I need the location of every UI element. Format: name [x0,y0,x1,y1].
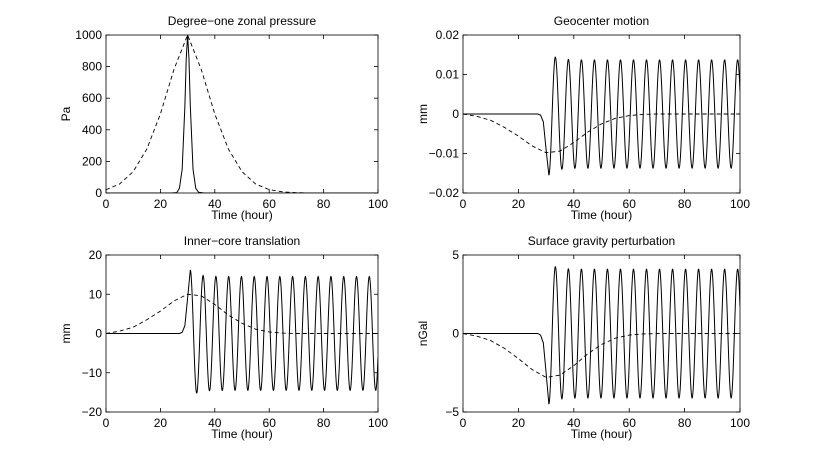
x-tick-label: 80 [678,416,692,430]
y-axis-label: Pa [59,106,73,121]
series-solid-line [106,269,378,394]
x-tick-label: 0 [103,197,110,211]
x-axis-label: Time (hour) [571,427,633,441]
x-tick-label: 100 [368,416,388,430]
subplot-3: 0 20 40 60 80 100 −20 −10 0 10 20 Inner−core transl… [59,234,388,441]
y-tick-label: 10 [89,287,103,301]
subplot-title: Degree−one zonal pressure [168,14,317,28]
y-tick-label: 0 [452,327,459,341]
y-tick-label: 800 [82,60,102,74]
series-solid-line [463,56,740,176]
x-tick-label: 20 [154,197,168,211]
y-axis-label: nGal [416,321,430,346]
y-tick-label: 0.01 [436,68,460,82]
x-axis-label: Time (hour) [571,208,633,222]
series-solid-line [106,35,378,193]
x-tick-label: 60 [623,197,637,211]
x-tick-label: 40 [567,416,581,430]
x-tick-label: 20 [512,197,526,211]
x-tick-label: 20 [154,416,168,430]
y-tick-label: 200 [82,154,102,168]
subplot-2: 0 20 40 60 80 100 −0.02 −0.01 0 0.01 0.02 Geocenter… [416,14,750,222]
axes-frame [105,34,379,194]
x-tick-label: 100 [368,197,388,211]
y-tick-label: −20 [82,405,103,419]
series-dashed-line [106,293,378,334]
subplot-title: Geocenter motion [554,14,649,28]
subplot-title: Inner−core translation [184,234,300,248]
y-tick-label: 0.02 [436,28,460,42]
y-tick-label: 0 [95,186,102,200]
y-tick-label: −0.02 [429,186,460,200]
y-tick-label: 600 [82,91,102,105]
series-dashed-line [106,35,378,193]
x-tick-label: 80 [317,416,331,430]
y-tick-label: 0 [452,107,459,121]
x-tick-label: 20 [512,416,526,430]
series-dashed-line [463,113,740,154]
series-dashed-line [463,333,740,378]
y-tick-label: −0.01 [429,147,460,161]
y-tick-label: 5 [452,248,459,262]
x-tick-label: 80 [678,197,692,211]
series-solid-line [463,266,740,405]
y-tick-label: −5 [445,405,459,419]
x-tick-label: 40 [567,197,581,211]
x-tick-label: 60 [623,416,637,430]
y-tick-label: 20 [89,248,103,262]
x-tick-label: 40 [208,197,222,211]
x-axis-label: Time (hour) [211,427,273,441]
subplot-title: Surface gravity perturbation [528,234,675,248]
y-tick-label: −10 [82,366,103,380]
y-axis-label: mm [416,104,430,124]
x-tick-label: 40 [208,416,222,430]
x-tick-label: 60 [263,197,277,211]
x-tick-label: 100 [730,416,750,430]
x-tick-label: 0 [460,197,467,211]
x-tick-label: 80 [317,197,331,211]
y-tick-label: 1000 [75,28,102,42]
x-tick-label: 100 [730,197,750,211]
x-tick-label: 60 [263,416,277,430]
y-tick-label: 400 [82,123,102,137]
x-axis-label: Time (hour) [211,208,273,222]
y-axis-label: mm [59,324,73,344]
y-tick-label: 0 [95,327,102,341]
x-tick-label: 0 [460,416,467,430]
x-tick-label: 0 [103,416,110,430]
subplot-1: 0 20 40 60 80 10002004006008001000Degree−one … [59,14,388,222]
